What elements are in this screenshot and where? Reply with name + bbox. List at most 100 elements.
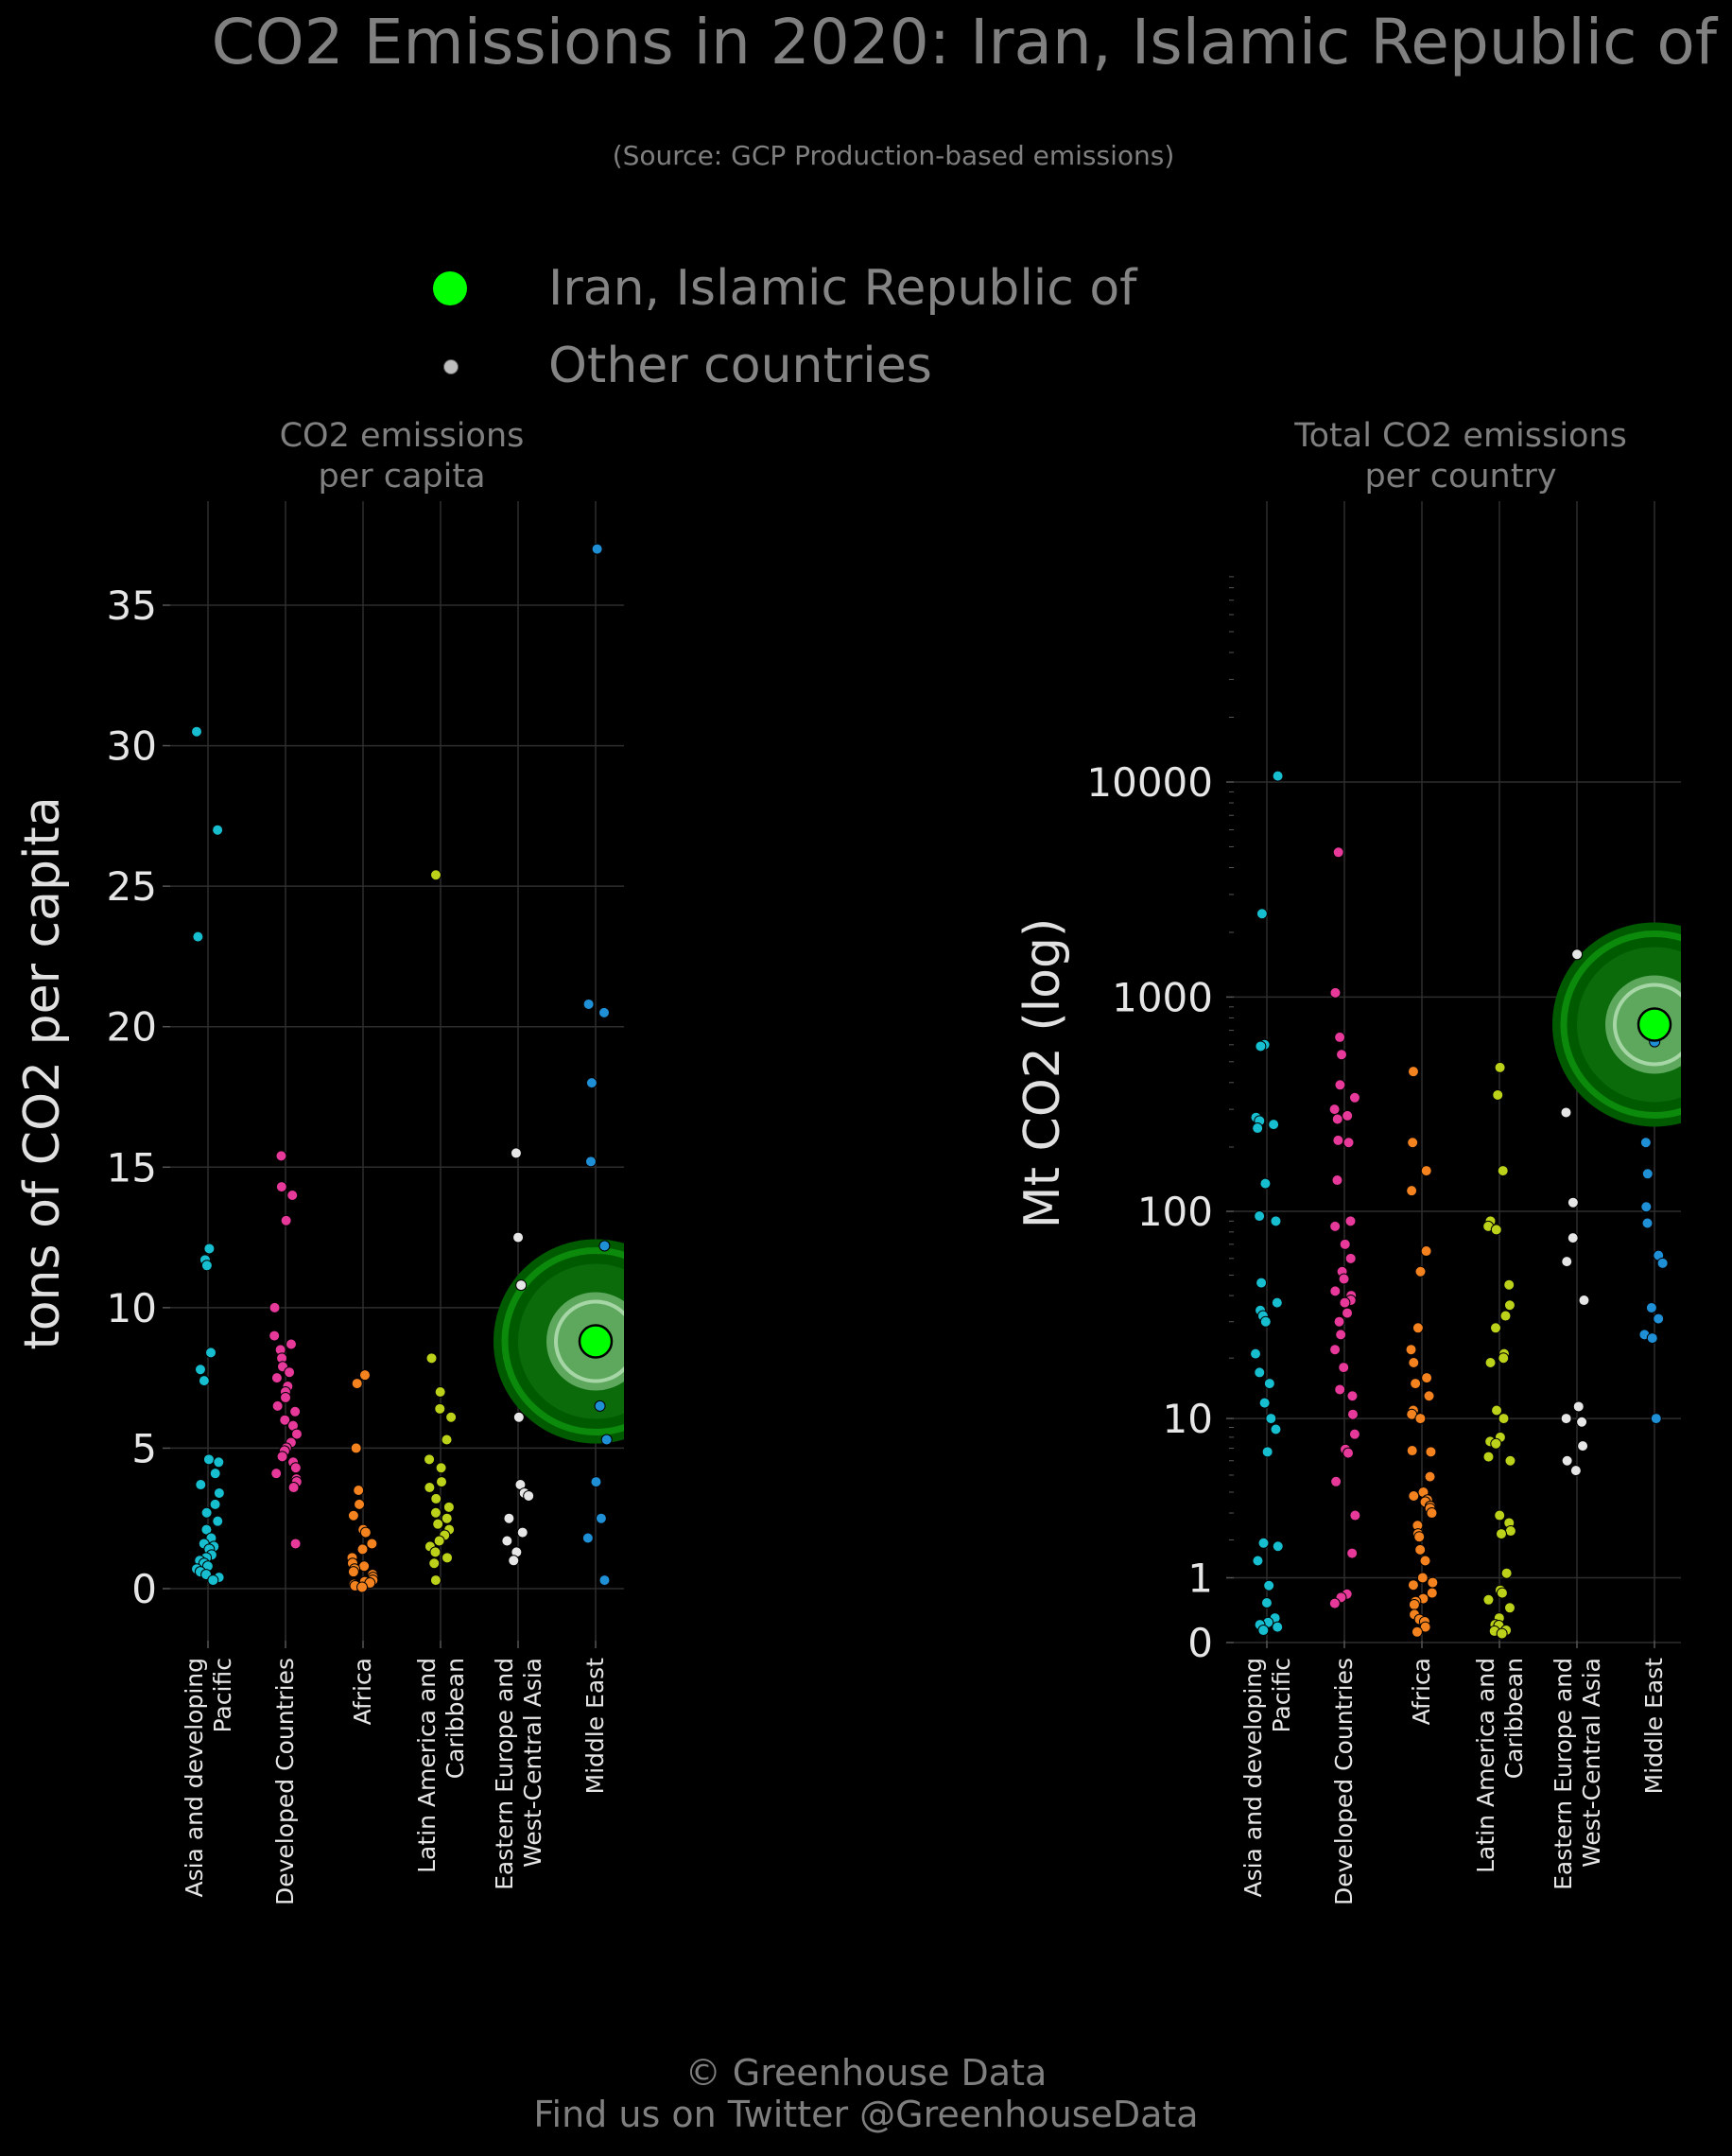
data-point-asia-and-developing-pacific xyxy=(1252,1555,1264,1567)
data-point-latin-america-and-caribbean xyxy=(436,1476,448,1488)
data-point-asia-and-developing-pacific xyxy=(1255,1040,1267,1052)
x-tick-label-asia-and-developing-pacific: Asia and developingPacific xyxy=(1239,1658,1295,1898)
data-point-developed-countries xyxy=(280,1391,292,1403)
chart-panel-total: 0 1 10 100 1000 10000 Asia and developingPacif… xyxy=(1014,501,1681,1905)
data-point-developed-countries xyxy=(284,1366,296,1379)
y-tick-label: 1 xyxy=(1187,1556,1213,1602)
data-point-middle-east xyxy=(584,1156,597,1168)
footer: © Greenhouse Data Find us on Twitter @Gr… xyxy=(0,2052,1732,2135)
data-point-africa xyxy=(1419,1621,1431,1633)
data-point-africa xyxy=(1411,1626,1423,1638)
data-point-africa xyxy=(1419,1555,1431,1567)
x-tick-label-middle-east: Middle East xyxy=(1640,1658,1668,1795)
data-point-asia-and-developing-pacific xyxy=(1257,1537,1270,1549)
data-point-latin-america-and-caribbean xyxy=(430,1492,442,1504)
data-point-developed-countries xyxy=(1332,1134,1344,1146)
data-point-developed-countries xyxy=(1329,1285,1342,1297)
data-point-latin-america-and-caribbean xyxy=(1490,1322,1502,1334)
data-point-middle-east xyxy=(1653,1313,1665,1325)
data-point-africa xyxy=(1426,1587,1438,1599)
data-point-latin-america-and-caribbean xyxy=(433,1535,445,1547)
data-point-developed-countries xyxy=(1344,1252,1357,1264)
x-tick-label-middle-east: Middle East xyxy=(581,1658,609,1795)
data-point-asia-and-developing-pacific xyxy=(1272,770,1284,782)
panel-title-total: Total CO2 emissions per country xyxy=(1294,417,1627,496)
data-point-asia-and-developing-pacific xyxy=(1254,1366,1266,1379)
data-point-latin-america-and-caribbean xyxy=(424,1453,436,1466)
data-point-africa xyxy=(350,1442,362,1454)
data-point-africa xyxy=(359,1526,372,1539)
data-point-asia-and-developing-pacific xyxy=(209,1498,221,1510)
data-point-asia-and-developing-pacific xyxy=(1260,1596,1273,1608)
data-point-africa xyxy=(1424,1470,1436,1483)
data-point-developed-countries xyxy=(268,1330,281,1342)
data-point-africa xyxy=(1406,1185,1418,1197)
data-point-eastern-europe-and-west-central-asia xyxy=(1569,1465,1582,1477)
data-point-eastern-europe-and-west-central-asia xyxy=(516,1526,528,1539)
x-tick-label-eastern-europe-and-west-central-asia: Eastern Europe andWest-Central Asia xyxy=(491,1658,546,1890)
chart-panel-per-capita: 0 5 10 15 20 25 30 35 Asia and developingPacific… xyxy=(14,501,624,1905)
data-point-asia-and-developing-pacific xyxy=(1256,1277,1268,1289)
data-point-developed-countries xyxy=(275,1150,287,1162)
data-point-asia-and-developing-pacific xyxy=(1256,908,1268,920)
data-point-latin-america-and-caribbean xyxy=(1503,1278,1516,1291)
data-point-middle-east xyxy=(1639,1137,1652,1149)
data-point-asia-and-developing-pacific xyxy=(212,824,224,836)
data-point-developed-countries xyxy=(1333,1315,1345,1328)
data-point-eastern-europe-and-west-central-asia xyxy=(1577,1440,1589,1452)
data-point-latin-america-and-caribbean xyxy=(1496,1587,1508,1599)
data-point-developed-countries xyxy=(1331,1113,1343,1125)
data-point-asia-and-developing-pacific xyxy=(1261,1446,1273,1458)
y-tick-label: 15 xyxy=(107,1144,157,1191)
y-tick-label: 35 xyxy=(107,582,157,629)
data-point-africa xyxy=(1412,1322,1424,1334)
data-point-latin-america-and-caribbean xyxy=(1498,1352,1510,1365)
data-point-asia-and-developing-pacific xyxy=(1250,1348,1262,1360)
data-point-africa xyxy=(1423,1390,1435,1402)
data-point-latin-america-and-caribbean xyxy=(435,1462,447,1474)
data-point-africa xyxy=(347,1509,359,1521)
data-point-latin-america-and-caribbean xyxy=(1482,1593,1495,1606)
data-point-africa xyxy=(1426,1507,1438,1520)
data-point-developed-countries xyxy=(1331,1174,1343,1187)
y-tick-label: 5 xyxy=(131,1425,157,1471)
data-point-asia-and-developing-pacific xyxy=(1271,1296,1283,1309)
y-tick-label: 25 xyxy=(107,863,157,910)
data-point-developed-countries xyxy=(1334,1031,1346,1043)
data-point-africa xyxy=(356,1543,369,1556)
data-point-africa xyxy=(1406,1445,1418,1457)
data-point-latin-america-and-caribbean xyxy=(1490,1224,1502,1236)
data-point-developed-countries xyxy=(1328,1597,1341,1609)
data-point-asia-and-developing-pacific xyxy=(212,1515,224,1527)
data-point-africa xyxy=(353,1485,365,1496)
data-point-latin-america-and-caribbean xyxy=(1497,1165,1509,1177)
data-point-africa xyxy=(1413,1531,1426,1543)
data-point-africa xyxy=(1407,1137,1419,1149)
data-point-developed-countries xyxy=(1336,1049,1348,1061)
data-point-latin-america-and-caribbean xyxy=(441,1434,453,1446)
footer-copyright: © Greenhouse Data xyxy=(684,2052,1048,2094)
data-point-africa xyxy=(358,1560,371,1573)
x-tick-label-asia-and-developing-pacific: Asia and developingPacific xyxy=(181,1658,236,1898)
data-point-developed-countries xyxy=(1332,846,1344,859)
data-point-developed-countries xyxy=(270,1468,283,1480)
data-point-middle-east xyxy=(595,1512,607,1524)
data-point-latin-america-and-caribbean xyxy=(1504,1454,1516,1467)
data-point-middle-east xyxy=(590,1476,602,1488)
y-tick-label: 0 xyxy=(1187,1620,1213,1666)
data-point-asia-and-developing-pacific xyxy=(1263,1378,1275,1390)
data-point-latin-america-and-caribbean xyxy=(445,1411,458,1423)
data-point-eastern-europe-and-west-central-asia xyxy=(1578,1295,1590,1307)
halo-ring xyxy=(501,1247,624,1435)
data-point-developed-countries xyxy=(1335,1329,1347,1341)
data-point-latin-america-and-caribbean xyxy=(1494,1509,1506,1521)
data-point-latin-america-and-caribbean xyxy=(441,1512,453,1524)
data-point-middle-east xyxy=(591,543,603,555)
data-point-africa xyxy=(1416,1572,1429,1584)
x-tick-label-developed-countries: Developed Countries xyxy=(271,1658,299,1905)
data-point-africa xyxy=(1414,1543,1427,1556)
y-tick-label: 20 xyxy=(107,1004,157,1051)
y-axis-label: tons of CO2 per capita xyxy=(14,796,71,1349)
data-point-eastern-europe-and-west-central-asia xyxy=(1561,1454,1573,1467)
data-point-africa xyxy=(358,1369,371,1382)
